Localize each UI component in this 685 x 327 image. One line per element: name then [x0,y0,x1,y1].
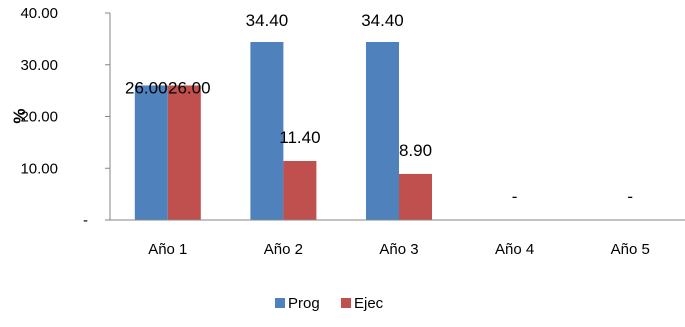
x-tick-label: Año 4 [495,241,534,258]
y-tick-label: - [83,212,88,229]
legend-swatch-prog [275,298,285,308]
bar-ejec-3 [399,173,432,220]
bar-ejec-2 [283,161,317,220]
bar-prog-3 [366,41,399,221]
x-axis-labels: Año 1 Año 2 Año 3 Año 4 Año 5 [148,241,650,258]
data-label-ejec-2: 11.40 [279,128,320,147]
bar-prog-2 [250,41,284,221]
data-label-prog-1: 26.00 [125,78,168,97]
y-tick-label: 40.00 [20,5,58,22]
y-tick-label: 20.00 [20,109,58,126]
x-tick-label: Año 3 [379,241,418,258]
legend-swatch-ejec [341,298,351,308]
y-tick-label: 10.00 [20,160,58,177]
data-label-prog-3: 34.40 [361,11,404,30]
y-tick-label: 30.00 [20,57,58,74]
data-label-ejec-1: 26.00 [168,78,211,97]
bar-ejec-1 [167,85,201,220]
bar-prog-1 [134,85,168,220]
y-axis-title: % [10,108,29,123]
data-label-prog-5: - [627,187,633,206]
legend-label-prog: Prog [288,295,320,312]
data-label-ejec-3: 8.90 [399,141,432,160]
x-tick-label: Año 1 [148,241,187,258]
x-tick-label: Año 5 [611,241,650,258]
bars [134,41,432,221]
data-label-prog-2: 34.40 [246,11,289,30]
legend: Prog Ejec [275,295,384,312]
data-label-prog-4: - [512,187,518,206]
x-tick-label: Año 2 [264,241,303,258]
legend-label-ejec: Ejec [354,295,384,312]
data-labels: 26.00 26.00 34.40 11.40 34.40 8.90 - - [125,11,633,206]
y-axis-ticks: - 10.00 20.00 30.00 40.00 [20,5,110,229]
